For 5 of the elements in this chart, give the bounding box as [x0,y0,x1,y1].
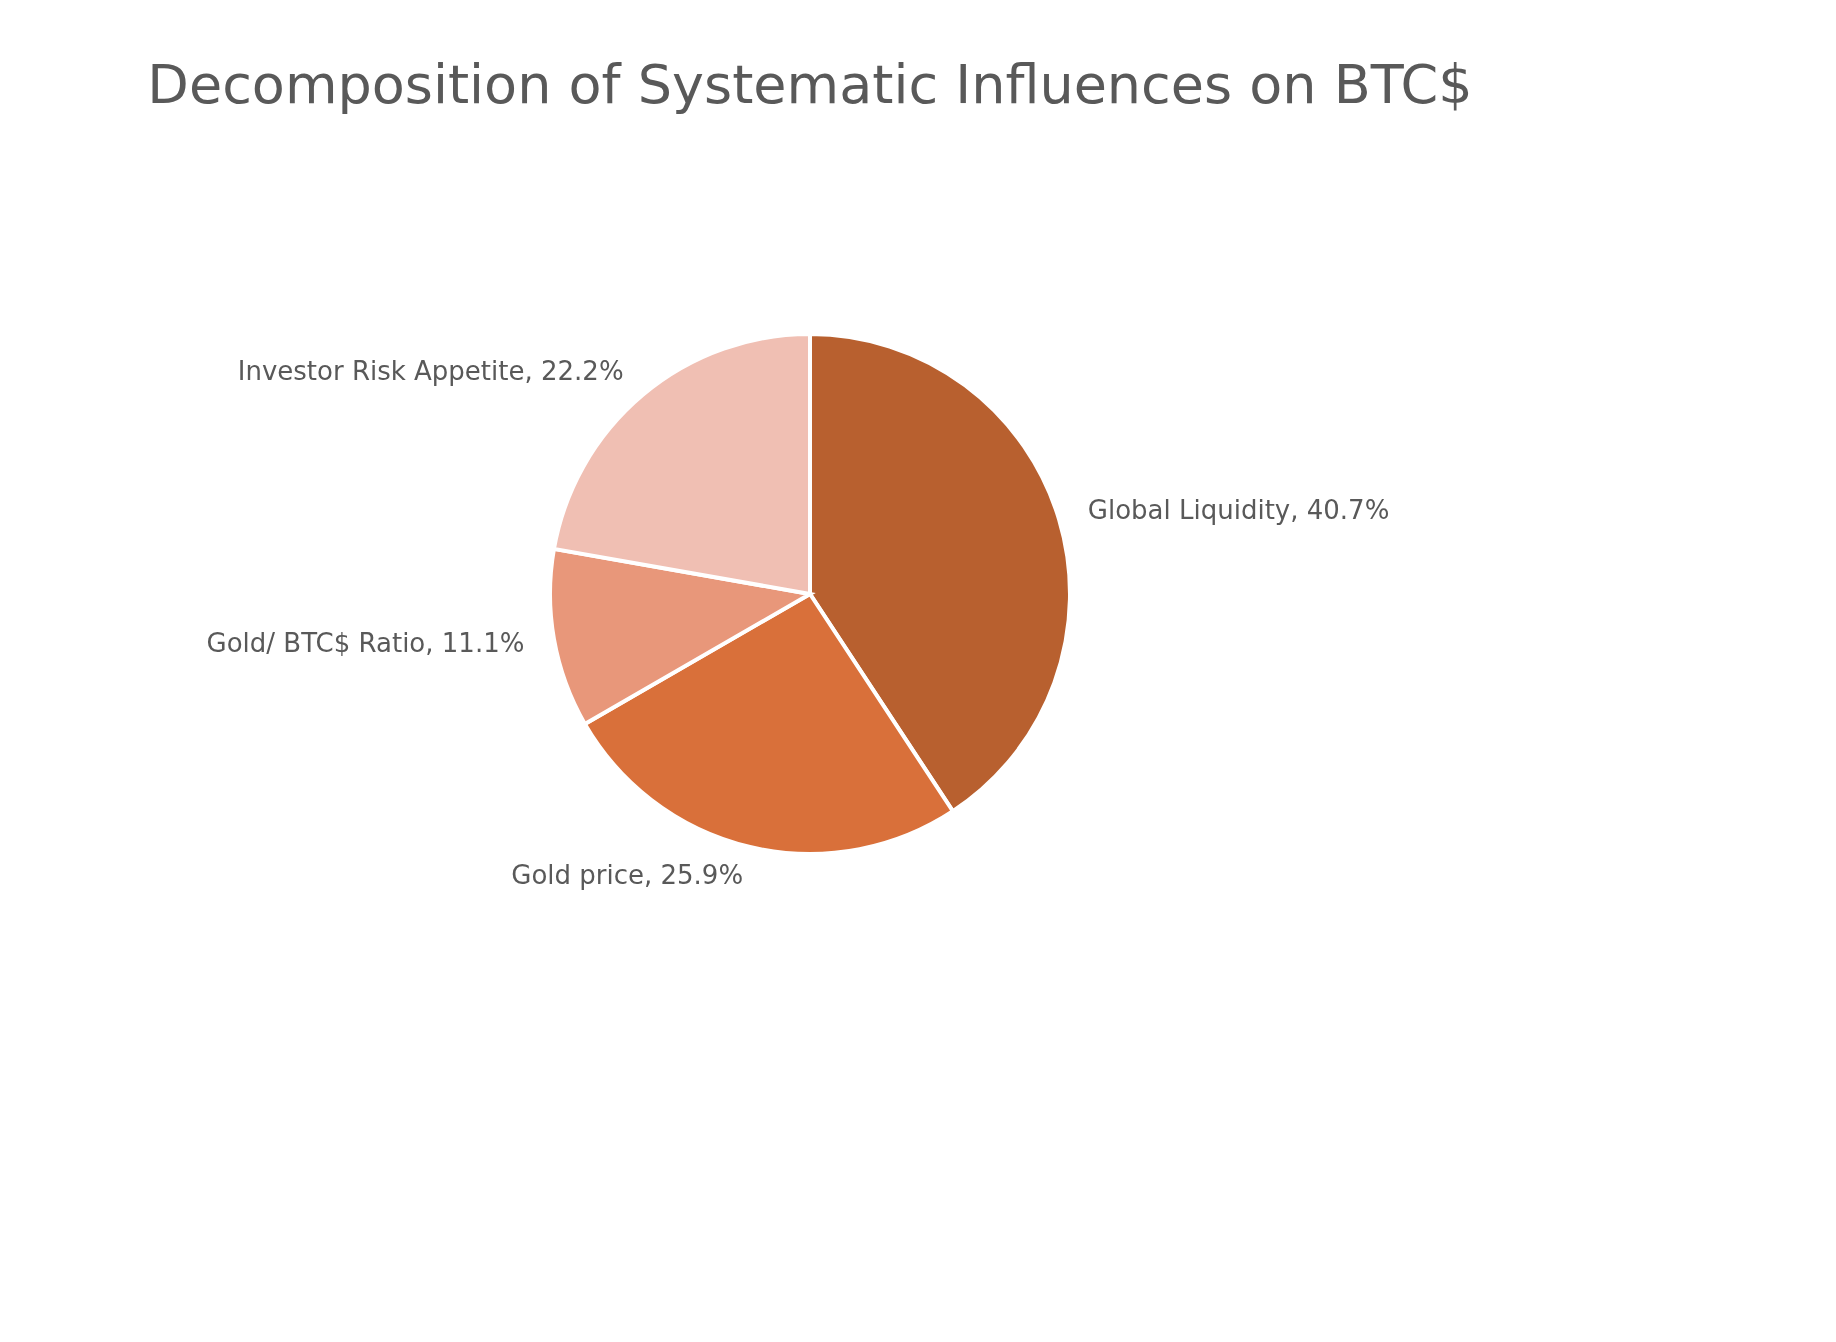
chart-title: Decomposition of Systematic Influences on BTC$ [147,53,1473,116]
slice-label: Investor Risk Appetite, 22.2% [237,355,624,386]
slice-label: Gold price, 25.9% [511,860,744,891]
slice-label: Gold/ BTC$ Ratio, 11.1% [206,628,525,659]
slice-label: Global Liquidity, 40.7% [1087,494,1390,525]
